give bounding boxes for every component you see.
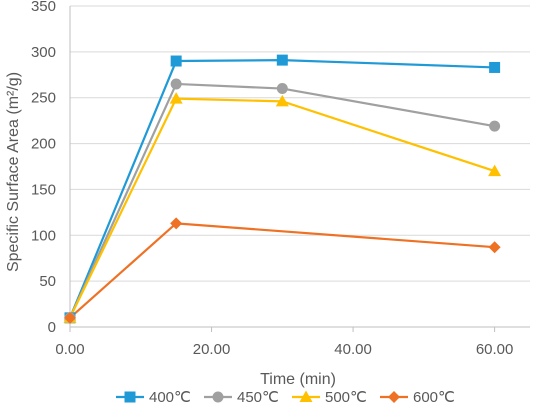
gridlines — [70, 5, 530, 282]
x-tick-label: 0.00 — [55, 341, 84, 358]
y-tick-label: 0 — [48, 319, 56, 336]
data-point-450 — [170, 78, 182, 90]
data-point-500 — [169, 92, 183, 104]
legend-label-600: 600℃ — [413, 389, 455, 406]
y-tick-label: 250 — [31, 90, 56, 107]
data-point-600 — [64, 311, 76, 324]
data-point-450 — [489, 120, 501, 132]
data-point-600 — [488, 241, 501, 254]
series-line-450 — [68, 82, 495, 319]
legend-marker-600 — [388, 391, 400, 403]
x-tick-label: 60.00 — [476, 341, 514, 358]
series-line-600 — [69, 222, 495, 319]
series-markers — [63, 54, 502, 324]
series-line-400 — [68, 59, 495, 319]
y-tick-labels: 0 50 100 150 200 250 300 350 — [31, 0, 56, 336]
legend-label-500: 500℃ — [325, 389, 367, 406]
x-tick-labels: 0.00 20.00 40.00 60.00 — [55, 341, 513, 358]
legend: 400℃ 450℃ 500℃ 600℃ — [116, 389, 455, 406]
y-axis-label: Specific Surface Area (m²/g) — [5, 72, 22, 272]
legend-label-450: 450℃ — [237, 389, 279, 406]
y-tick-label: 200 — [31, 136, 56, 153]
y-tick-label: 350 — [31, 0, 56, 15]
data-point-400 — [276, 54, 288, 66]
data-point-500 — [488, 164, 502, 177]
legend-marker-500 — [299, 390, 313, 402]
y-tick-label: 50 — [39, 273, 56, 290]
data-point-450 — [276, 83, 288, 95]
data-point-400 — [170, 55, 182, 67]
x-tick-label: 20.00 — [193, 341, 231, 358]
x-tick-label: 40.00 — [334, 341, 372, 358]
legend-marker-400 — [124, 391, 136, 403]
data-point-500 — [275, 94, 289, 107]
y-tick-label: 300 — [31, 44, 56, 61]
legend-marker-450 — [212, 391, 224, 403]
data-point-600 — [170, 217, 183, 230]
axes — [69, 6, 530, 332]
data-point-400 — [489, 61, 501, 73]
legend-label-400: 400℃ — [149, 389, 191, 406]
x-axis-label: Time (min) — [260, 371, 336, 388]
y-tick-label: 150 — [31, 181, 56, 198]
series-line-500 — [69, 97, 495, 319]
y-tick-label: 100 — [31, 227, 56, 244]
